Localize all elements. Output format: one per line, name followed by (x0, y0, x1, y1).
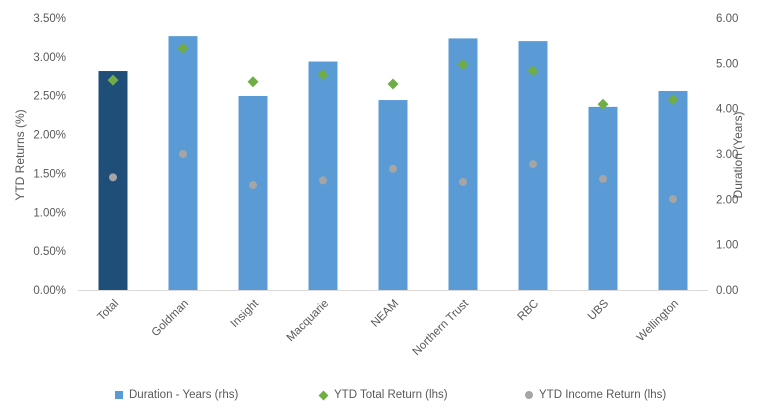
x-tick-label-wellington: Wellington (635, 298, 681, 344)
y-left-tick-label: 1.00% (33, 207, 66, 219)
income-return-point-rbc (529, 160, 537, 169)
income-return-point-total (109, 173, 117, 182)
y-left-tick-label: 3.00% (33, 52, 66, 64)
y-right-tick-label: 6.00 (716, 13, 738, 25)
total-return-point-goldman (177, 42, 189, 54)
bar-goldman (168, 36, 198, 291)
y-left-tick-label: 2.50% (33, 91, 66, 103)
x-tick-label-northern-trust: Northern Trust (411, 297, 472, 358)
legend-circle-swatch (525, 391, 533, 399)
bar-series (98, 36, 688, 291)
legend-label-income-return: YTD Income Return (lhs) (539, 389, 667, 401)
total-return-point-wellington (667, 94, 679, 106)
x-tick-label-rbc: RBC (515, 298, 541, 324)
total-return-series (107, 42, 679, 110)
legend: Duration - Years (rhs) YTD Total Return … (0, 389, 758, 405)
y-axis-right-title: Duration (Years) (731, 112, 745, 199)
bar-insight (238, 95, 268, 291)
y-left-tick-label: 3.50% (33, 13, 66, 25)
y-left-tick-label: 0.00% (33, 285, 66, 297)
income-return-point-ubs (599, 174, 607, 183)
x-tick-label-neam: NEAM (369, 298, 401, 330)
x-tick-label-insight: Insight (229, 297, 262, 330)
bar-macquarie (308, 61, 338, 290)
income-return-point-macquarie (319, 176, 327, 185)
total-return-point-neam (387, 78, 399, 90)
legend-label-duration: Duration - Years (rhs) (129, 389, 239, 401)
income-return-point-insight (249, 181, 257, 190)
y-left-tick-label: 2.00% (33, 130, 66, 142)
income-return-series (109, 150, 677, 204)
total-return-point-macquarie (317, 69, 329, 81)
x-tick-label-ubs: UBS (586, 297, 611, 322)
legend-bar-swatch (115, 391, 123, 399)
income-return-point-goldman (179, 150, 187, 158)
total-return-point-total (107, 74, 119, 86)
y-right-tick-label: 4.00 (716, 104, 738, 116)
x-tick-label-goldman: Goldman (150, 298, 191, 339)
legend-item-duration: Duration - Years (rhs) (115, 389, 238, 401)
legend-item-income-return: YTD Income Return (lhs) (525, 389, 666, 401)
y-axis-left-title: YTD Returns (%) (13, 109, 27, 200)
legend-label-total-return: YTD Total Return (lhs) (334, 389, 448, 401)
y-right-tick-label: 5.00 (716, 58, 738, 70)
total-return-point-rbc (527, 65, 539, 77)
total-return-point-ubs (597, 98, 609, 110)
y-right-tick-label: 2.00 (716, 194, 738, 206)
total-return-point-northern-trust (457, 59, 469, 71)
y-left-tick-label: 1.50% (33, 168, 66, 180)
bar-ubs (588, 106, 618, 290)
x-tick-labels: Total Goldman Insight Macquarie NEAM Northern… (95, 297, 681, 358)
y-axis-left: 0.00% 0.50% 1.00% 1.50% 2.00% 2.50% 3.00% 3.50% (33, 13, 66, 297)
x-tick-label-macquarie: Macquarie (285, 298, 331, 344)
legend-diamond-swatch (318, 390, 329, 400)
bar-neam (378, 100, 408, 290)
y-right-tick-label: 1.00 (716, 240, 738, 252)
y-right-tick-label: 3.00 (716, 149, 738, 161)
y-axis-right: 0.00 1.00 2.00 3.00 4.00 5.00 6.00 (716, 13, 738, 297)
y-right-tick-label: 0.00 (716, 285, 738, 297)
x-tick-label-total: Total (95, 298, 121, 324)
income-return-point-northern-trust (459, 177, 467, 186)
bar-northern-trust (448, 38, 478, 291)
bar-wellington (658, 90, 688, 290)
y-left-tick-label: 0.50% (33, 246, 66, 258)
legend-item-total-return: YTD Total Return (lhs) (318, 389, 448, 401)
income-return-point-neam (389, 164, 397, 173)
income-return-point-wellington (669, 195, 677, 204)
total-return-point-insight (247, 76, 259, 88)
